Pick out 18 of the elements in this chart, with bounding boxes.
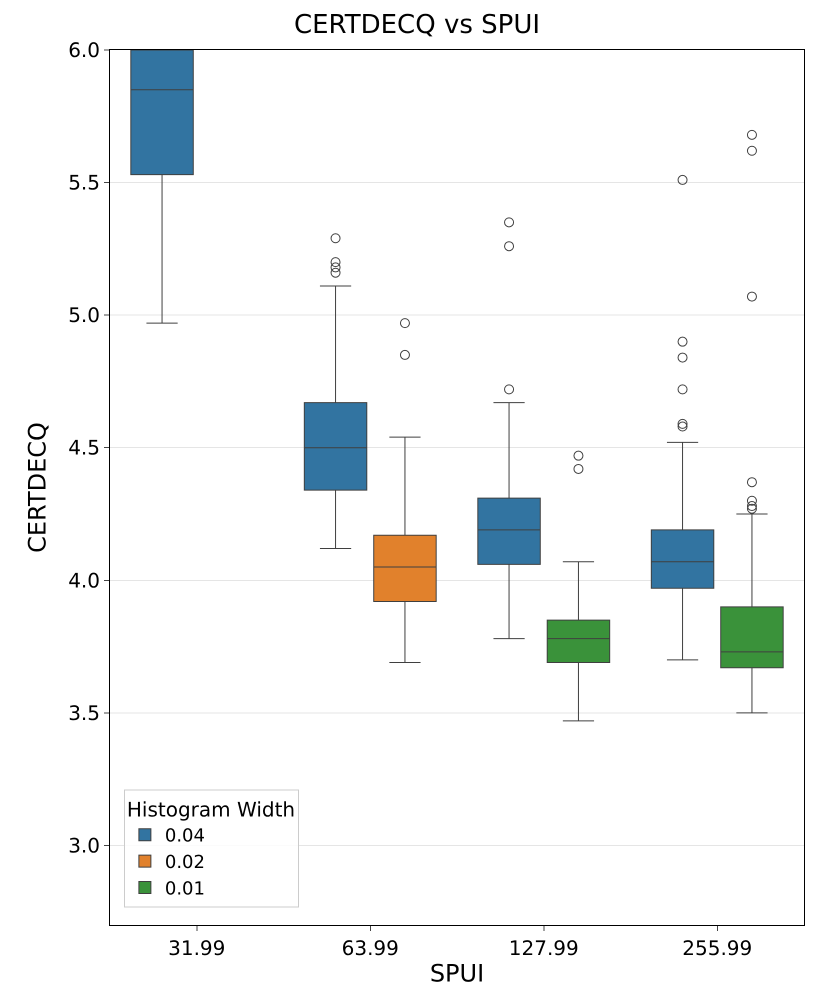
x-axis-title: SPUI [430,959,484,988]
y-axis-title: CERTDECQ [23,422,52,553]
x-tick-label: 63.99 [342,936,399,960]
y-tick-label: 3.5 [68,700,100,725]
legend-label: 0.02 [164,852,205,874]
legend-label: 0.01 [164,878,205,900]
y-tick-label: 5.5 [68,170,100,195]
x-tick-label: 255.99 [682,936,752,960]
y-tick-label: 4.0 [68,568,100,592]
chart-title: CERTDECQ vs SPUI [294,10,540,40]
legend-label: 0.04 [164,826,205,847]
y-tick-label: 6.0 [68,38,100,62]
y-tick-label: 3.0 [68,833,100,858]
y-tick-label: 4.5 [68,436,100,460]
x-tick-label: 127.99 [508,936,579,960]
legend-title: Histogram Width [126,798,296,822]
y-tick-label: 5.0 [68,303,100,328]
x-tick-label: 31.99 [168,936,226,960]
